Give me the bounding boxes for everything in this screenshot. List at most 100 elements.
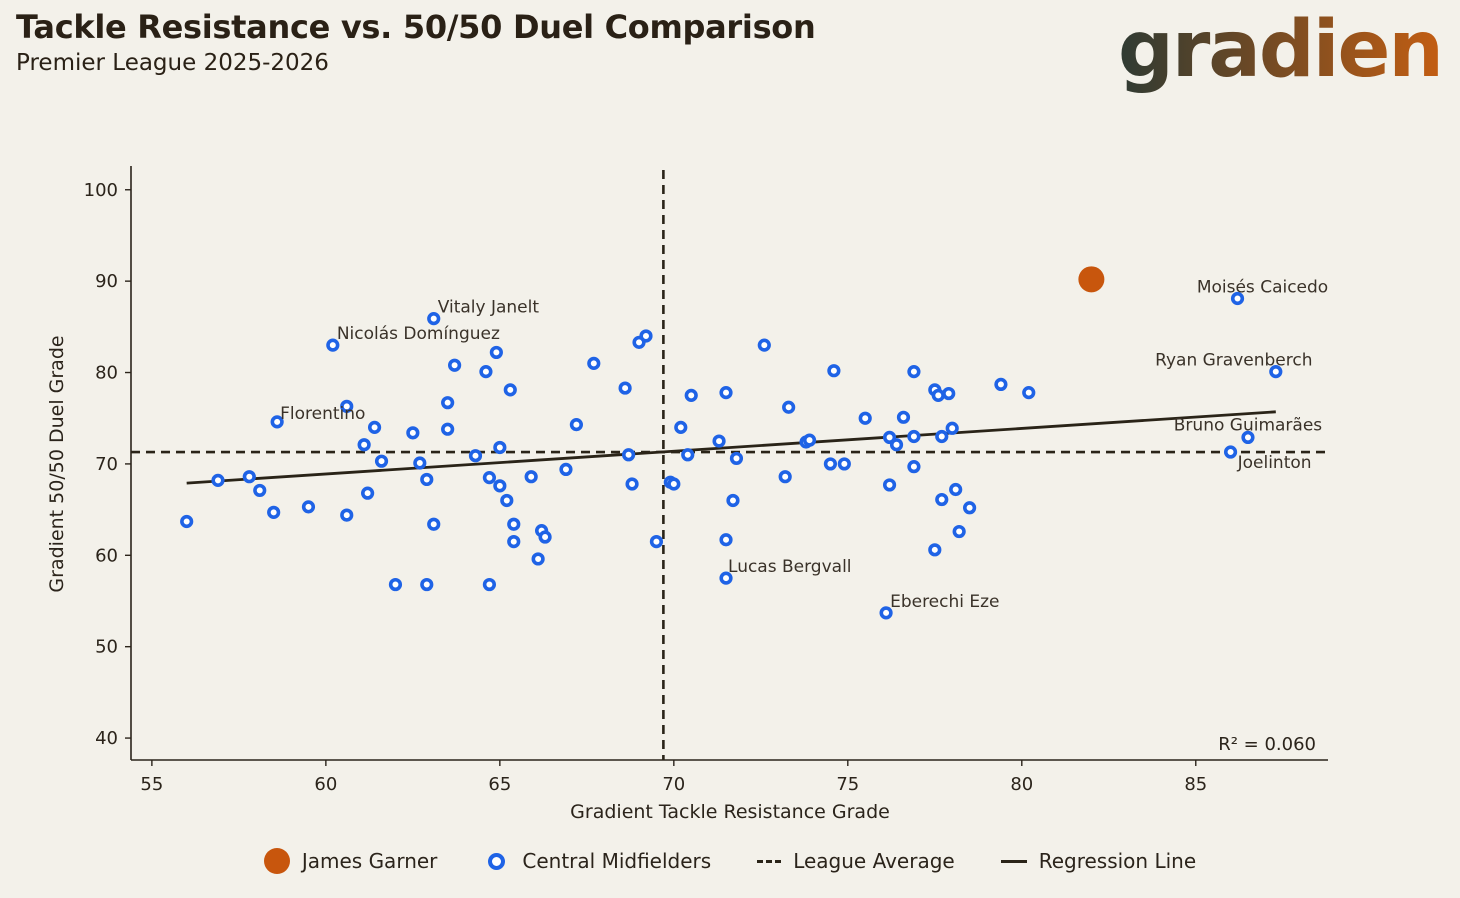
midfielder-point [1269,365,1283,379]
legend-item-regression-line: Regression Line [1000,849,1196,873]
midfielder-point [942,386,956,401]
midfielder-point [507,517,521,531]
midfielder-point [681,448,695,462]
logo-text: gradient [1118,5,1442,95]
midfielder-point [618,381,632,395]
data-points [180,266,1283,620]
legend-item-james-garner: James Garner [263,848,438,874]
midfielder-point [367,420,382,434]
midfielder-point [712,434,726,448]
midfielder-point [649,534,664,549]
midfielder-point [782,400,796,414]
legend-solid-line-marker [1000,859,1027,863]
midfielder-point [858,411,872,425]
midfielder-point [361,486,375,500]
midfielder-point [729,451,744,466]
legend-label: League Average [793,849,955,873]
y-tick-label: 90 [95,271,118,292]
midfielder-point [928,543,942,557]
midfielder-point [907,460,921,474]
midfielder-point [507,534,521,549]
midfielder-point [326,338,340,352]
midfielder-point [420,577,434,592]
midfielder-point [907,365,921,379]
legend: James Garner Central Midfielders League … [0,848,1460,874]
midfielder-point [684,388,698,402]
midfielder-point [340,508,354,522]
midfielder-point [757,338,771,352]
midfielder-point [837,457,851,471]
midfielder-point [1022,386,1036,400]
legend-item-central-midfielders: Central Midfielders [483,849,711,873]
y-tick-label: 40 [95,728,118,749]
point-annotation: Moisés Caicedo [1197,278,1328,298]
point-annotation: Eberechi Eze [890,592,999,612]
point-annotation: Florentino [280,404,365,424]
legend-label: Central Midfielders [522,849,712,873]
midfielder-point [1230,291,1245,306]
midfielder-point [625,477,639,491]
midfielder-point [468,449,483,463]
midfielder-point [667,477,681,491]
midfielder-point [538,530,552,544]
x-tick-label: 80 [1010,774,1033,795]
midfielder-point [945,421,959,435]
x-tick-label: 65 [488,774,511,795]
legend-item-league-average: League Average [757,849,955,873]
midfielder-point [301,500,316,514]
midfielder-point [406,426,420,440]
midfielder-point [413,456,427,470]
legend-dashed-line-marker [757,859,782,863]
midfielder-point [1241,430,1255,445]
point-annotation: Vitaly Janelt [438,298,540,318]
midfielder-point [479,365,493,379]
midfielder-point [935,429,949,444]
midfielder-point [896,410,911,424]
midfielder-point [420,472,434,487]
y-axis-label: Gradient 50/50 Duel Grade [46,335,68,592]
midfielder-point [503,383,517,397]
midfielder-point [935,492,949,507]
midfielder-point [531,552,545,566]
midfielder-point [270,415,284,429]
r-squared-label: R² = 0.060 [1218,734,1316,755]
midfielder-point [500,493,514,508]
point-annotation: Ryan Gravenberch [1155,351,1312,371]
x-tick-label: 70 [662,774,685,795]
axes: 55 60 65 70 75 80 85 40 50 60 70 80 90 100 [84,166,1328,795]
midfielder-point [559,462,573,476]
y-tick-label: 100 [84,180,118,201]
midfielder-point [674,420,688,434]
midfielder-point [482,471,497,485]
midfielder-point [482,577,497,592]
midfielder-point [802,433,817,447]
point-annotation: Lucas Bergvall [728,557,852,577]
midfielder-point [726,493,740,508]
midfielder-point [441,396,455,410]
midfielder-point [493,440,507,455]
midfielder-point [493,479,507,493]
x-tick-label: 85 [1184,774,1207,795]
midfielder-point [994,377,1008,392]
midfielder-point [388,577,403,592]
midfielder-point [639,329,653,343]
midfielder-point [778,470,792,484]
midfielder-point [882,478,897,492]
midfielder-point [374,454,389,468]
midfielder-point [949,482,963,497]
midfielder-point [340,399,354,413]
midfielder-point [569,418,583,432]
midfielder-point [621,448,636,462]
midfielder-point [1223,445,1238,459]
x-tick-label: 75 [836,774,859,795]
legend-label: James Garner [301,849,438,873]
chart-subtitle: Premier League 2025-2026 [16,50,329,76]
x-axis-label: Gradient Tackle Resistance Grade [570,801,890,823]
midfielder-point [180,514,194,529]
x-tick-label: 60 [314,774,337,795]
midfielder-point [719,386,733,400]
midfielder-point [441,422,455,436]
regression-line [186,410,1276,485]
midfielder-point [267,505,281,519]
